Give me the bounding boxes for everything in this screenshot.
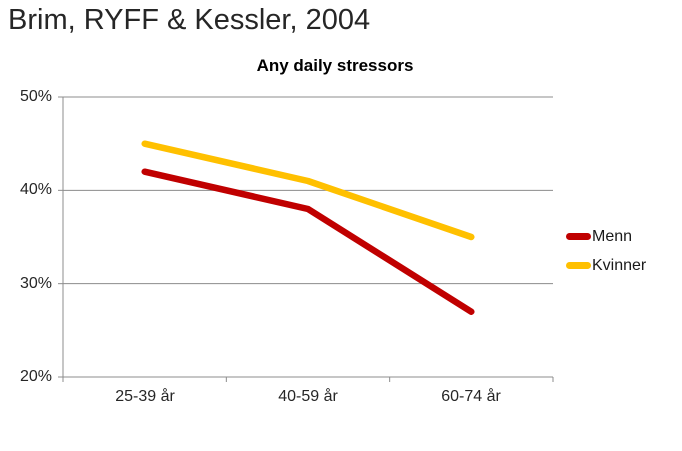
chart-title: Any daily stressors [256, 56, 414, 75]
y-axis-tick-label: 20% [19, 368, 52, 385]
legend-item-menn: Menn [566, 224, 646, 249]
y-axis-tick-label: 40% [19, 181, 52, 198]
legend-item-kvinner: Kvinner [566, 253, 646, 278]
chart-legend: Menn Kvinner [566, 224, 646, 282]
page-title: Brim, RYFF & Kessler, 2004 [8, 4, 371, 36]
series-line-kvinner [141, 140, 475, 241]
y-axis-tick-label: 50% [19, 88, 52, 105]
y-axis-tick-label: 30% [19, 275, 52, 292]
legend-label-menn: Menn [592, 227, 633, 245]
x-axis-category-label: 40-59 år [278, 388, 338, 405]
legend-label-kvinner: Kvinner [592, 256, 647, 274]
series-line-menn [141, 168, 475, 315]
legend-marker-kvinner [566, 262, 591, 269]
legend-marker-menn [566, 233, 591, 240]
x-axis-category-label: 25-39 år [115, 388, 175, 405]
x-axis-category-label: 60-74 år [441, 388, 501, 405]
